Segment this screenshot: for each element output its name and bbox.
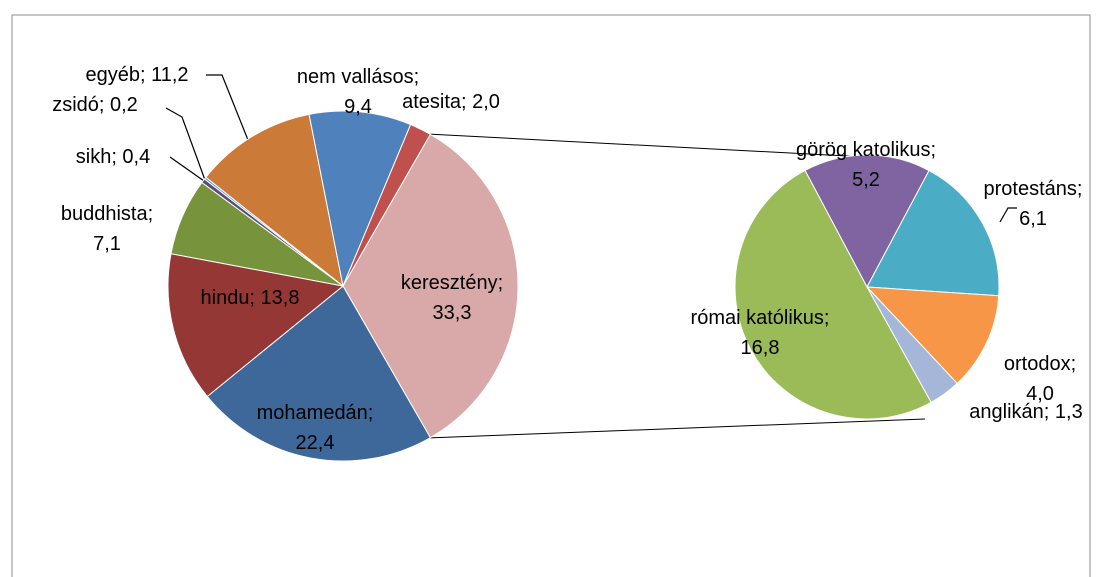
data-label: keresztény; 33,3 <box>400 272 504 324</box>
pie-slice <box>167 253 345 398</box>
data-label: anglikán; 1,3 <box>969 401 1083 423</box>
pie-slice <box>205 113 344 288</box>
pie-slice <box>308 110 412 288</box>
data-label: mohamedán; 22,4 <box>256 402 374 454</box>
data-label: sikh; 0,4 <box>75 146 151 168</box>
leader-line <box>165 107 206 181</box>
pie-slice <box>734 169 932 420</box>
leader-line <box>999 207 1017 223</box>
pie-slice <box>342 123 432 287</box>
connector-lines <box>426 133 926 439</box>
pie-slice <box>866 169 1000 297</box>
data-label: buddhista; 7,1 <box>60 203 154 255</box>
pie-slice <box>804 154 930 289</box>
leader-line <box>169 156 205 182</box>
data-label: ortodox; 4,0 <box>1003 353 1077 405</box>
data-label: görög katolikus; 5,2 <box>795 139 937 191</box>
connector-line <box>426 418 926 439</box>
data-label: római katólikus; 16,8 <box>690 307 830 359</box>
data-label: nem vallásos; 9,4 <box>296 66 420 118</box>
leader-lines <box>165 74 1017 223</box>
pie-slice <box>865 286 1000 385</box>
leader-line <box>206 74 249 141</box>
connector-line <box>426 133 867 158</box>
data-label: hindu; 13,8 <box>200 287 300 309</box>
pie-slice <box>206 285 432 462</box>
data-label: zsidó; 0,2 <box>52 94 138 116</box>
data-label: egyéb; 11,2 <box>85 64 189 86</box>
data-label: atesita; 2,0 <box>402 91 500 113</box>
data-label: protestáns; 6,1 <box>983 178 1083 230</box>
